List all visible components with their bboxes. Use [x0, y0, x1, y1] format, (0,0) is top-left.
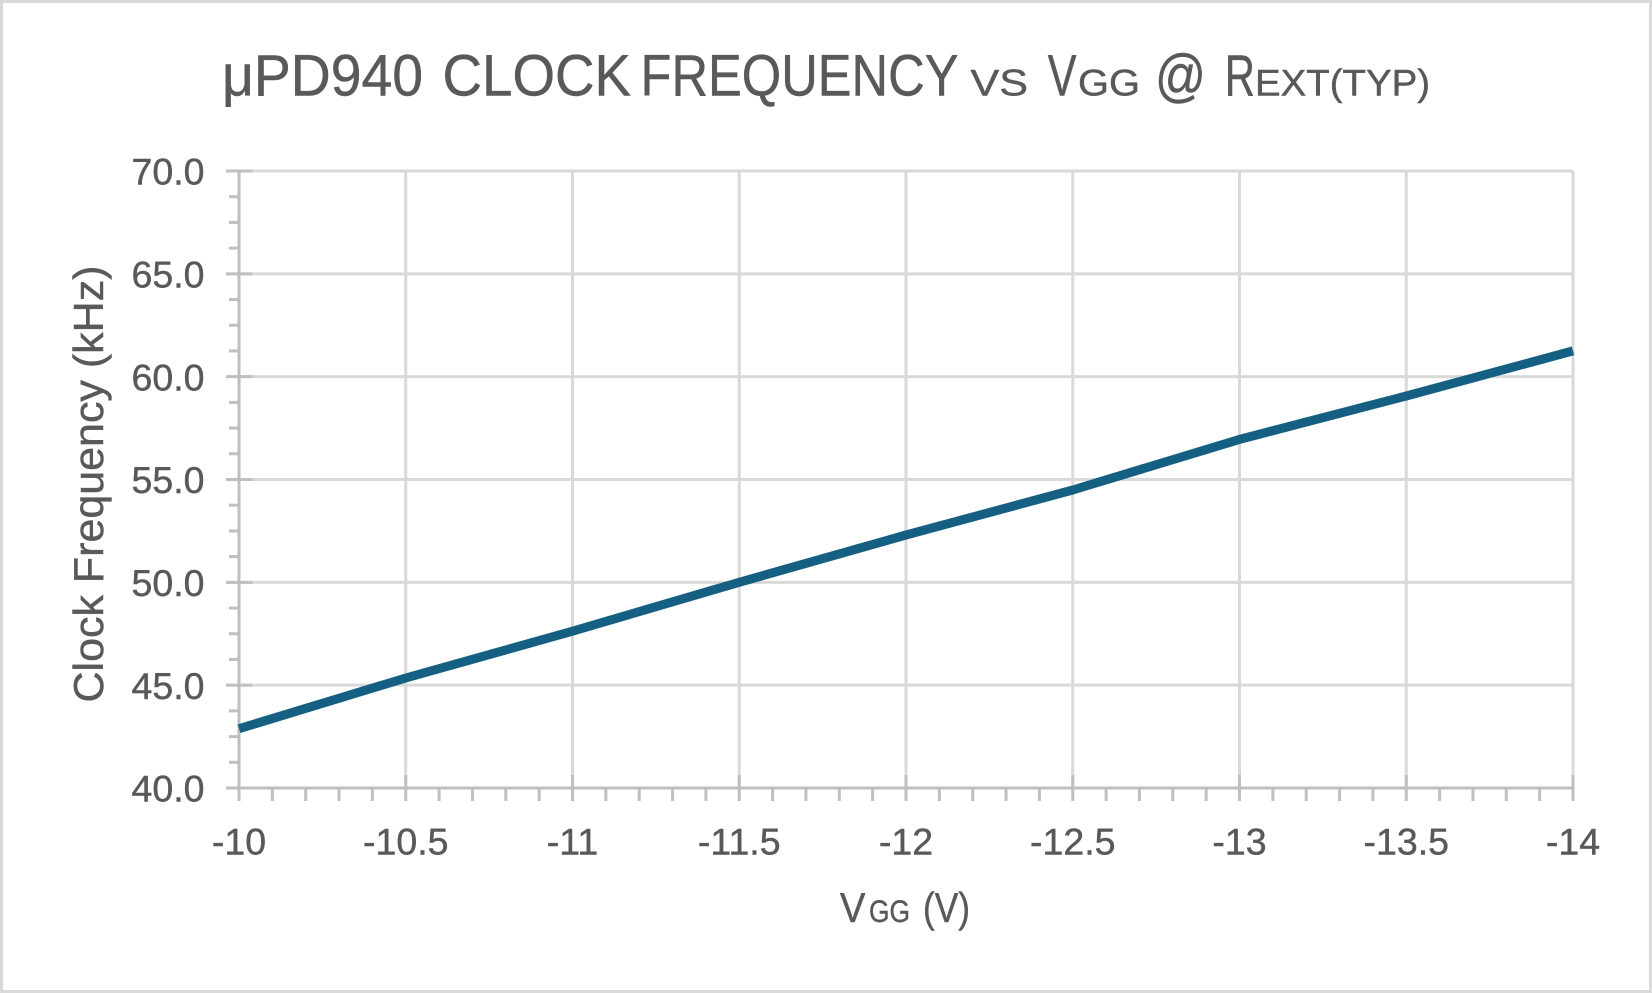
svg-text:VS: VS: [971, 63, 1029, 104]
svg-text:-12: -12: [879, 821, 933, 863]
svg-text:Clock Frequency (kHz): Clock Frequency (kHz): [65, 266, 112, 703]
svg-text:60.0: 60.0: [132, 356, 205, 398]
svg-text:-14: -14: [1546, 821, 1600, 863]
svg-text:@: @: [1155, 44, 1206, 109]
svg-text:55.0: 55.0: [132, 459, 205, 501]
svg-text:50.0: 50.0: [132, 562, 205, 604]
svg-text:FREQUENCY: FREQUENCY: [641, 44, 959, 109]
svg-text:μPD940: μPD940: [222, 44, 423, 109]
svg-text:V: V: [1048, 44, 1077, 109]
svg-text:V: V: [840, 884, 865, 931]
svg-text:-13: -13: [1212, 821, 1266, 863]
svg-text:-11: -11: [547, 821, 598, 863]
svg-text:CLOCK: CLOCK: [443, 44, 632, 109]
svg-text:GG: GG: [1078, 63, 1140, 104]
svg-text:40.0: 40.0: [132, 768, 205, 810]
svg-text:GG: GG: [869, 893, 910, 929]
svg-text:R: R: [1225, 44, 1255, 109]
svg-text:45.0: 45.0: [132, 665, 205, 707]
svg-text:70.0: 70.0: [132, 151, 205, 193]
svg-text:-10.5: -10.5: [363, 821, 448, 863]
svg-text:(V): (V): [923, 884, 970, 931]
svg-text:EXT(TYP): EXT(TYP): [1255, 63, 1430, 104]
svg-text:-13.5: -13.5: [1364, 821, 1449, 863]
svg-text:-11.5: -11.5: [698, 821, 781, 863]
svg-text:65.0: 65.0: [132, 253, 205, 295]
svg-text:-12.5: -12.5: [1030, 821, 1115, 863]
svg-text:-10: -10: [212, 821, 266, 863]
